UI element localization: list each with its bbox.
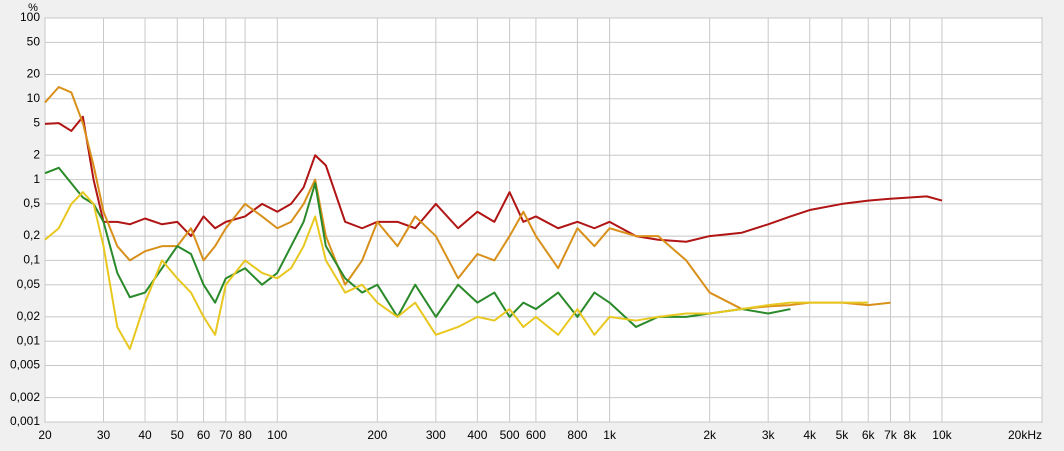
x-tick-label: 5k: [836, 428, 850, 442]
x-tick-label: 4k: [803, 428, 817, 442]
x-tick-label: 10k: [932, 428, 952, 442]
x-tick-label: 800: [567, 428, 587, 442]
series-line: [44, 166, 791, 328]
y-tick-label: 50: [27, 34, 41, 48]
y-tick-label: 100: [20, 10, 40, 24]
y-tick-label: 0,002: [10, 390, 40, 404]
y-tick-label: 0,05: [17, 277, 41, 291]
x-tick-label: 7k: [884, 428, 898, 442]
x-tick-label: 30: [97, 428, 111, 442]
x-tick-label: 400: [467, 428, 487, 442]
x-tick-label: 70: [219, 428, 233, 442]
y-tick-label: 0,02: [17, 309, 41, 323]
y-tick-label: 0,2: [23, 228, 40, 242]
y-tick-label: 0,01: [17, 333, 41, 347]
x-tick-label: 60: [197, 428, 211, 442]
x-tick-label: 40: [138, 428, 152, 442]
x-tick-label: 100: [267, 428, 287, 442]
series-line: [44, 191, 869, 351]
series-line: [44, 85, 891, 311]
x-tick-label: 50: [171, 428, 185, 442]
x-tick-label: 2k: [703, 428, 717, 442]
x-tick-label: 3k: [762, 428, 776, 442]
x-tick-label: 8k: [903, 428, 917, 442]
x-tick-label: 20kHz: [1008, 428, 1042, 442]
x-tick-label: 300: [426, 428, 446, 442]
y-tick-label: 0,1: [23, 253, 40, 267]
y-tick-label: 20: [27, 67, 41, 81]
x-tick-label: 200: [367, 428, 387, 442]
x-tick-label: 500: [500, 428, 520, 442]
x-tick-label: 6k: [862, 428, 876, 442]
y-unit-label: %: [28, 2, 38, 14]
y-tick-label: 0,001: [10, 414, 40, 428]
y-tick-label: 1: [33, 172, 40, 186]
y-tick-label: 10: [27, 91, 41, 105]
y-tick-label: 0,5: [23, 196, 40, 210]
y-tick-label: 2: [33, 147, 40, 161]
x-tick-label: 1k: [603, 428, 617, 442]
x-tick-label: 80: [238, 428, 252, 442]
y-tick-label: 0,005: [10, 358, 40, 372]
x-tick-label: 20: [38, 428, 52, 442]
x-tick-label: 600: [526, 428, 546, 442]
series-line: [44, 115, 943, 243]
y-tick-label: 5: [33, 115, 40, 129]
